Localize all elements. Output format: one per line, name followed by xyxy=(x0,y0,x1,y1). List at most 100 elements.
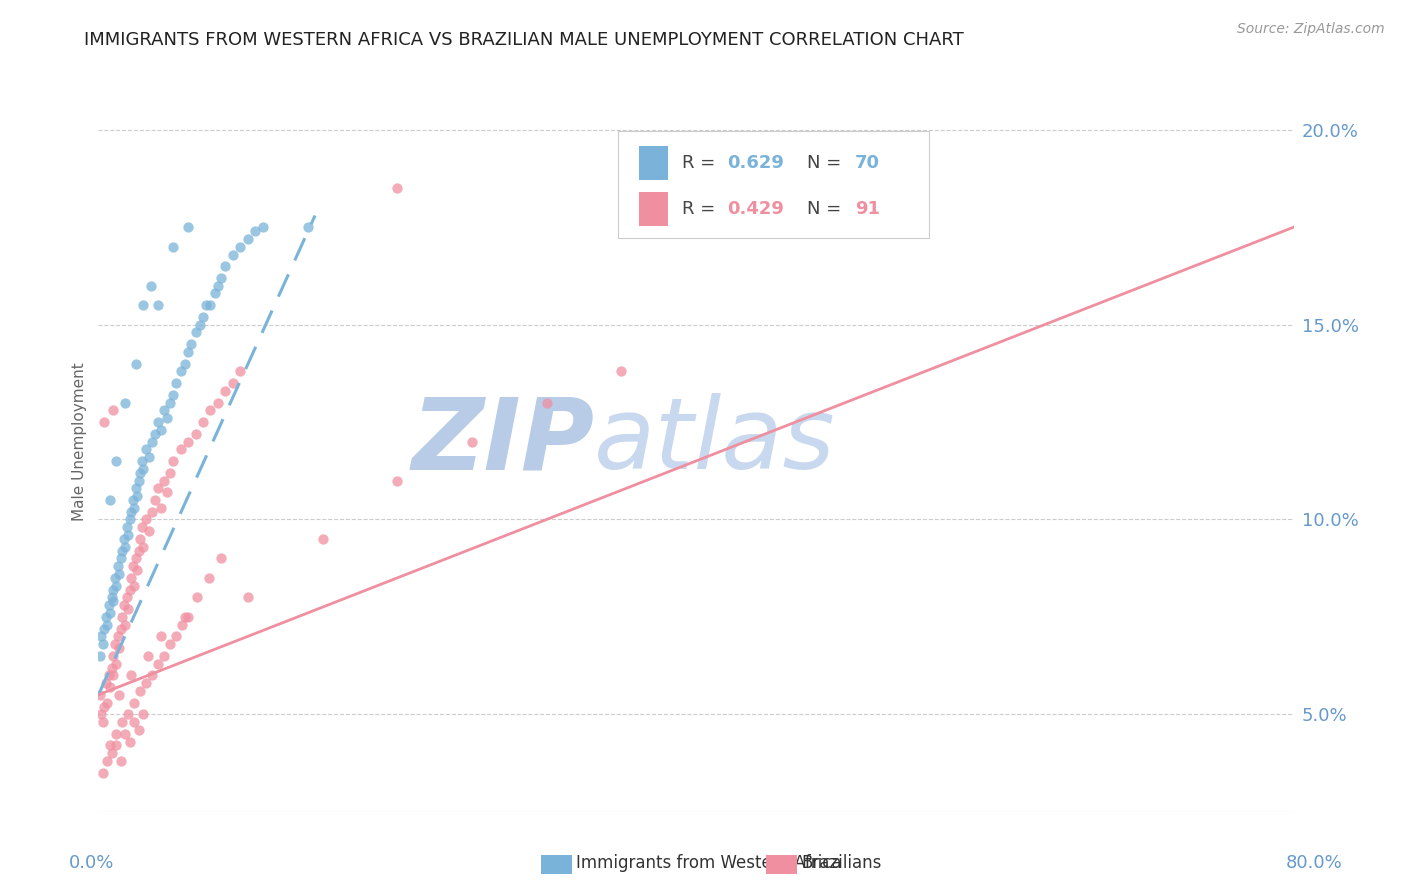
Point xyxy=(135,512,157,526)
Point xyxy=(148,298,170,312)
Point xyxy=(127,489,149,503)
Point xyxy=(184,426,207,441)
Point xyxy=(132,298,155,312)
Point xyxy=(174,610,197,624)
Point xyxy=(148,415,170,429)
Point xyxy=(120,571,142,585)
Point xyxy=(177,434,200,449)
Point xyxy=(132,462,155,476)
Point xyxy=(207,395,229,409)
Point xyxy=(222,247,245,261)
Point xyxy=(98,606,122,620)
Point xyxy=(385,181,409,195)
Point xyxy=(121,493,143,508)
Point xyxy=(105,739,128,753)
Point xyxy=(110,622,132,636)
Point xyxy=(610,364,633,378)
Point xyxy=(105,727,128,741)
Point xyxy=(110,551,132,566)
Point xyxy=(150,500,173,515)
Point xyxy=(297,220,319,235)
Point xyxy=(124,579,146,593)
Point xyxy=(148,481,170,495)
Point xyxy=(94,610,117,624)
Point xyxy=(101,660,124,674)
Point xyxy=(89,688,111,702)
Point xyxy=(101,591,124,605)
Point xyxy=(127,563,149,577)
Y-axis label: Male Unemployment: Male Unemployment xyxy=(72,362,87,521)
Point xyxy=(132,707,155,722)
Point xyxy=(172,617,194,632)
Text: R =: R = xyxy=(682,153,721,171)
Point xyxy=(191,310,214,324)
Text: R =: R = xyxy=(682,200,721,218)
Text: IMMIGRANTS FROM WESTERN AFRICA VS BRAZILIAN MALE UNEMPLOYMENT CORRELATION CHART: IMMIGRANTS FROM WESTERN AFRICA VS BRAZIL… xyxy=(84,31,965,49)
Point xyxy=(103,594,125,608)
Point xyxy=(125,481,148,495)
Point xyxy=(143,426,166,441)
Text: Source: ZipAtlas.com: Source: ZipAtlas.com xyxy=(1237,22,1385,37)
Point xyxy=(165,376,187,390)
Point xyxy=(191,415,214,429)
Point xyxy=(128,543,150,558)
Point xyxy=(118,512,141,526)
Point xyxy=(120,668,142,682)
Point xyxy=(117,528,139,542)
Point xyxy=(204,286,226,301)
Text: atlas: atlas xyxy=(595,393,837,490)
Point xyxy=(138,524,160,538)
Point xyxy=(159,637,181,651)
Point xyxy=(159,466,181,480)
Point xyxy=(107,629,129,643)
Point xyxy=(159,395,181,409)
Point xyxy=(150,629,173,643)
Point xyxy=(209,551,232,566)
Point xyxy=(114,540,136,554)
Point xyxy=(90,707,112,722)
Text: ZIP: ZIP xyxy=(412,393,595,490)
Point xyxy=(112,532,135,546)
FancyBboxPatch shape xyxy=(619,130,929,238)
Point xyxy=(148,657,170,671)
Point xyxy=(200,403,222,417)
Point xyxy=(94,676,117,690)
Point xyxy=(89,648,111,663)
Point xyxy=(101,746,124,760)
Point xyxy=(111,715,134,730)
Text: 0.0%: 0.0% xyxy=(69,855,114,872)
Text: N =: N = xyxy=(807,200,846,218)
Point xyxy=(156,485,179,500)
Point xyxy=(138,450,160,464)
Point xyxy=(150,423,173,437)
Point xyxy=(131,454,153,468)
Point xyxy=(124,715,146,730)
Bar xyxy=(638,193,668,226)
Point xyxy=(118,734,141,748)
Point xyxy=(207,278,229,293)
Point xyxy=(214,384,236,398)
Point xyxy=(105,454,128,468)
Point xyxy=(184,326,207,340)
Point xyxy=(108,567,131,582)
Point xyxy=(103,648,125,663)
Point xyxy=(111,610,134,624)
Point xyxy=(229,364,252,378)
Point xyxy=(180,337,202,351)
Point xyxy=(165,629,187,643)
Point xyxy=(162,454,184,468)
Point xyxy=(536,395,558,409)
Point xyxy=(156,411,179,425)
Point xyxy=(91,765,114,780)
Point xyxy=(108,641,131,656)
Point xyxy=(135,442,157,457)
Point xyxy=(115,520,138,534)
Point xyxy=(136,648,159,663)
Point xyxy=(198,571,221,585)
Point xyxy=(236,591,259,605)
Point xyxy=(93,622,115,636)
Point xyxy=(252,220,274,235)
Text: 80.0%: 80.0% xyxy=(1286,855,1343,872)
Point xyxy=(91,637,114,651)
Point xyxy=(97,598,120,612)
